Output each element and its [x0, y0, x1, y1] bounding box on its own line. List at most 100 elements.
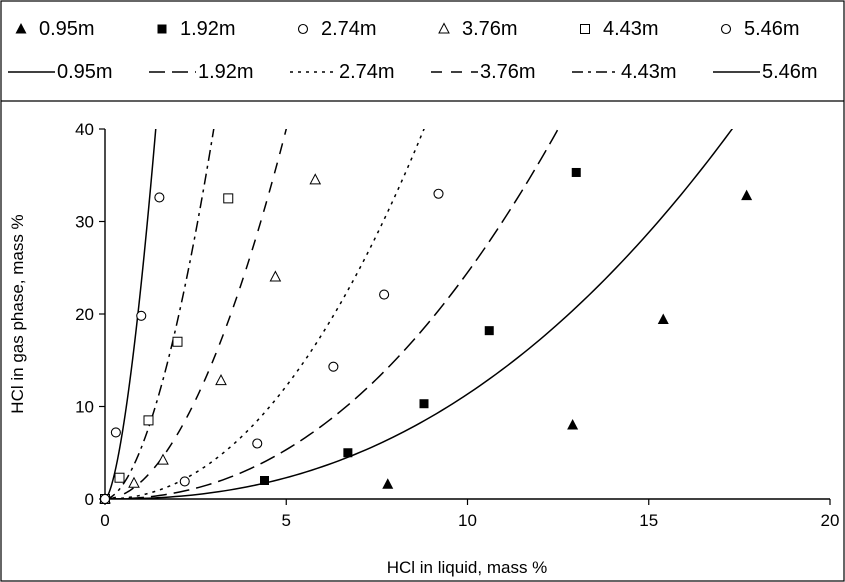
triangle-marker-shape — [438, 22, 450, 34]
y-tick-label: 30 — [75, 213, 94, 232]
data-point — [154, 192, 165, 203]
data-point — [269, 270, 282, 282]
data-point — [379, 289, 390, 300]
data-point — [110, 427, 121, 438]
data-point — [657, 313, 669, 325]
data-markers — [99, 167, 753, 505]
triangle-marker-shape — [309, 173, 322, 185]
legend-marker-label: 2.74m — [321, 18, 377, 40]
circle-marker-shape — [110, 427, 121, 438]
axes: 0 5 10 15 20 0 10 20 30 40 — [75, 120, 839, 530]
legend-marker-label: 0.95m — [39, 18, 95, 40]
marker-series-5.46m — [99, 192, 165, 505]
square-marker-shape — [343, 448, 353, 458]
data-point — [741, 189, 753, 201]
square-marker-shape — [419, 399, 429, 409]
legend-marker-label: 1.92m — [180, 18, 236, 40]
circle-marker-shape — [379, 289, 390, 300]
data-point — [484, 326, 494, 336]
curve-1.92m — [105, 129, 559, 499]
legend-marker-entry: 1.92m — [157, 18, 236, 40]
x-axis-title: HCl in liquid, mass % — [387, 558, 548, 577]
legend-marker-symbol — [438, 22, 450, 34]
triangle-marker-shape — [567, 419, 579, 430]
legend-marker-symbol — [720, 23, 732, 35]
square-marker-shape — [580, 24, 590, 34]
circle-marker-shape — [99, 493, 111, 505]
curve-4.43m — [105, 129, 215, 499]
y-tick-label: 40 — [75, 120, 94, 139]
triangle-marker-shape — [269, 270, 282, 282]
data-point — [252, 438, 263, 449]
legend-curve-entry: 5.46m — [713, 61, 818, 83]
square-marker-shape — [157, 24, 167, 34]
plot-area: 0 5 10 15 20 0 10 20 30 40 — [75, 120, 839, 530]
legend-curve-label: 1.92m — [198, 61, 254, 83]
y-tick-label: 20 — [75, 305, 94, 324]
legend-marker-entry: 2.74m — [297, 18, 377, 40]
legend-marker-label: 4.43m — [603, 18, 659, 40]
curve-2.74m — [105, 129, 425, 499]
triangle-marker-shape — [657, 313, 669, 325]
legend-marker-entry: 5.46m — [720, 18, 800, 40]
curve-5.46m — [105, 129, 157, 499]
y-tick-label: 0 — [85, 490, 94, 509]
legend: 0.95m 1.92m 2.74m 3.76m 4.43m 5.46m 0.95m 1.92m… — [8, 18, 818, 83]
triangle-marker-shape — [157, 453, 169, 465]
data-point — [99, 493, 111, 505]
legend-marker-label: 5.46m — [744, 18, 800, 40]
data-point — [172, 336, 183, 347]
circle-marker-shape — [433, 188, 444, 199]
square-marker-shape — [114, 472, 125, 483]
data-point — [567, 419, 579, 430]
data-point — [328, 361, 339, 372]
data-point — [571, 167, 581, 177]
curve-lines — [105, 129, 734, 499]
data-point — [260, 476, 269, 485]
data-point — [309, 173, 322, 185]
legend-marker-label: 3.76m — [462, 18, 518, 40]
legend-curve-label: 5.46m — [762, 61, 818, 83]
circle-marker-shape — [154, 192, 165, 203]
legend-curve-entry: 0.95m — [8, 61, 113, 83]
x-tick-label: 20 — [821, 511, 840, 530]
circle-marker-shape — [179, 476, 190, 487]
y-axis-title: HCl in gas phase, mass % — [8, 214, 27, 413]
legend-marker-entry: 0.95m — [15, 18, 95, 40]
legend-curve-label: 2.74m — [339, 61, 395, 83]
data-point — [179, 476, 190, 487]
legend-marker-symbol — [580, 24, 590, 34]
square-marker-shape — [223, 193, 234, 204]
data-point — [114, 472, 125, 483]
legend-curve-entry: 4.43m — [572, 61, 677, 83]
y-tick-label: 10 — [75, 398, 94, 417]
circle-marker-shape — [720, 23, 732, 35]
curve-0.95m — [105, 129, 734, 499]
triangle-marker-shape — [215, 374, 227, 386]
data-point — [128, 476, 140, 488]
circle-marker-shape — [328, 361, 339, 372]
legend-marker-symbol — [15, 23, 27, 34]
square-marker-shape — [260, 476, 269, 485]
square-marker-shape — [172, 336, 183, 347]
x-tick-label: 0 — [100, 511, 109, 530]
curve-3.76m — [105, 129, 288, 499]
triangle-marker-shape — [382, 478, 394, 489]
x-tick-label: 5 — [282, 511, 291, 530]
legend-curve-label: 4.43m — [621, 61, 677, 83]
data-point — [433, 188, 444, 199]
data-point — [215, 374, 227, 386]
legend-curve-entry: 1.92m — [149, 61, 254, 83]
legend-marker-entry: 3.76m — [438, 18, 518, 40]
data-point — [157, 453, 169, 465]
data-point — [343, 448, 353, 458]
legend-curve-entry: 2.74m — [290, 61, 395, 83]
data-point — [143, 415, 154, 426]
x-tick-label: 15 — [639, 511, 658, 530]
triangle-marker-shape — [15, 23, 27, 34]
square-marker-shape — [571, 167, 581, 177]
x-tick-label: 10 — [458, 511, 477, 530]
circle-marker-shape — [136, 310, 147, 321]
